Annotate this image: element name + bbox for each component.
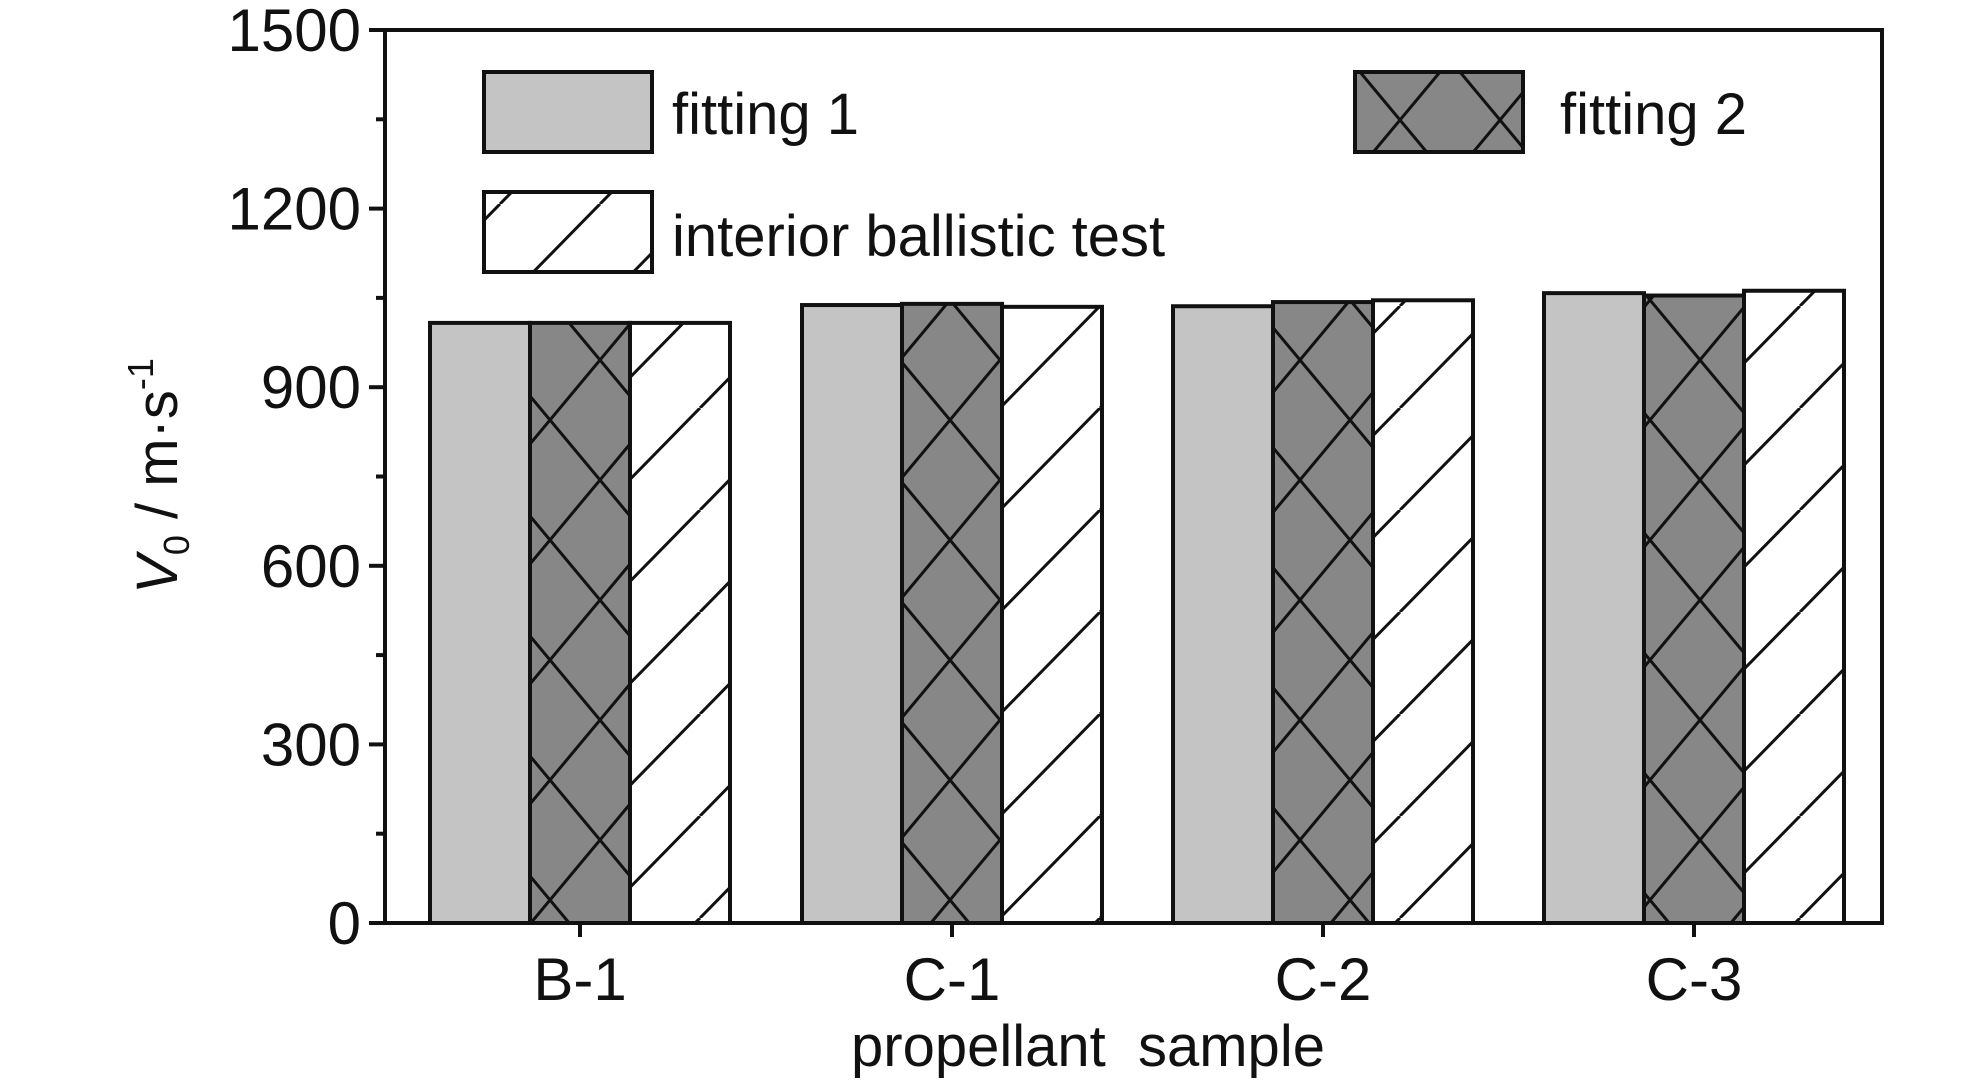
x-tick-label-b-1: B-1 xyxy=(533,946,626,1013)
y-tick-label: 300 xyxy=(261,711,361,778)
y-tick-label: 1200 xyxy=(228,176,361,243)
bar-b-1-series-2 xyxy=(528,320,632,925)
bar-c-1-series-1 xyxy=(800,303,904,925)
bar-c-3-series-2 xyxy=(1642,293,1746,925)
bar-c-1-series-3 xyxy=(1000,304,1104,925)
legend: fitting 1 fitting 2 interior ballistic t… xyxy=(482,70,1747,274)
bar-c-3-series-3 xyxy=(1742,288,1846,926)
y-axis-title-unit: / m·s xyxy=(125,390,190,535)
bar-c-2-series-2 xyxy=(1271,300,1375,925)
bars-group xyxy=(428,288,1846,926)
y-axis: 0 300 600 900 1200 1500 xyxy=(228,0,385,957)
y-axis-title-subscript: 0 xyxy=(156,535,197,555)
legend-swatch-interior-ballistic-test xyxy=(482,190,654,274)
bar-b-1-series-3 xyxy=(628,320,732,925)
legend-label-fitting-2: fitting 2 xyxy=(1560,82,1747,147)
y-axis-title-main: V xyxy=(125,550,190,594)
y-tick-label: 600 xyxy=(261,533,361,600)
bar-c-2-series-3 xyxy=(1371,298,1475,926)
bar-c-1-series-2 xyxy=(900,301,1004,925)
bar-c-3-series-1 xyxy=(1542,291,1646,925)
x-tick-label-c-3: C-3 xyxy=(1646,946,1743,1013)
x-axis-title: propellant sample xyxy=(851,1014,1325,1079)
y-tick-label: 1500 xyxy=(228,0,361,64)
x-tick-label-c-1: C-1 xyxy=(904,946,1001,1013)
y-axis-title: V0 / m·s-1 xyxy=(120,358,197,594)
y-tick-label: 0 xyxy=(328,890,361,957)
y-tick-label: 900 xyxy=(261,354,361,421)
y-axis-title-superscript: -1 xyxy=(120,358,161,390)
legend-swatch-fitting-2 xyxy=(1353,70,1525,154)
bar-b-1-series-1 xyxy=(428,320,532,925)
x-axis: B-1 C-1 C-2 C-3 xyxy=(533,923,1742,1013)
legend-swatch-fitting-1 xyxy=(482,70,654,154)
legend-label-fitting-1: fitting 1 xyxy=(672,82,859,147)
x-tick-label-c-2: C-2 xyxy=(1275,946,1372,1013)
bar-c-2-series-1 xyxy=(1171,304,1275,925)
legend-label-interior-ballistic-test: interior ballistic test xyxy=(672,204,1165,269)
